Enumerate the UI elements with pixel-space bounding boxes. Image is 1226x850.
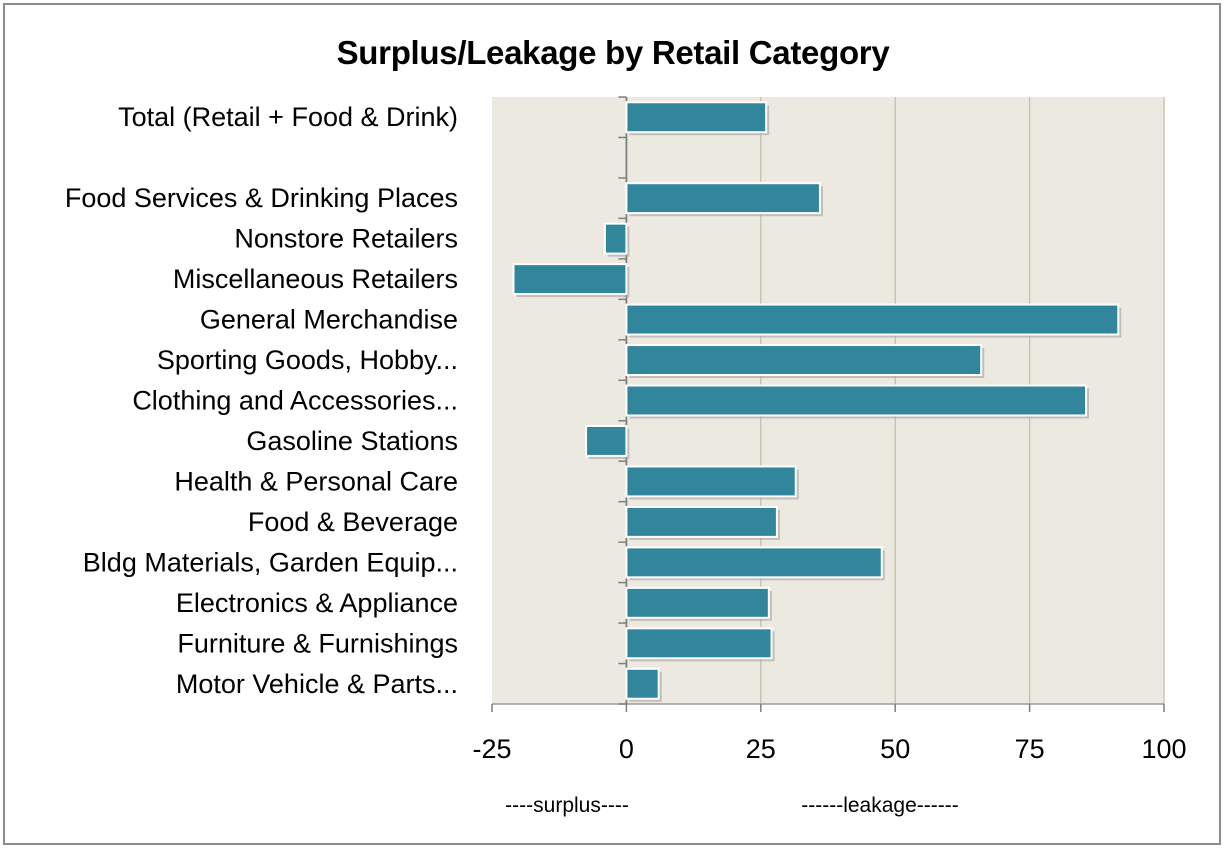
bar	[625, 182, 821, 215]
category-label: Total (Retail + Food & Drink)	[118, 102, 458, 132]
category-label: Health & Personal Care	[174, 466, 458, 496]
bar	[585, 424, 628, 457]
bar	[625, 101, 768, 134]
category-label: Bldg Materials, Garden Equip...	[83, 547, 458, 577]
bar	[625, 627, 773, 660]
surplus-label: ----surplus----	[505, 794, 629, 817]
category-label: Furniture & Furnishings	[177, 628, 458, 658]
x-tick-label: 25	[746, 734, 776, 764]
bar	[625, 586, 770, 619]
bar	[512, 263, 628, 296]
category-label: General Merchandise	[200, 305, 458, 335]
category-label: Motor Vehicle & Parts...	[176, 669, 458, 699]
bar	[625, 465, 797, 498]
bar	[603, 222, 628, 255]
category-label: Miscellaneous Retailers	[173, 264, 458, 294]
leakage-label: ------leakage------	[801, 794, 958, 817]
category-label: Nonstore Retailers	[234, 224, 458, 254]
category-label: Food & Beverage	[248, 507, 458, 537]
chart-title: Surplus/Leakage by Retail Category	[336, 34, 890, 71]
x-tick-label: 75	[1015, 734, 1045, 764]
bar	[625, 667, 660, 700]
category-label: Electronics & Appliance	[176, 588, 458, 618]
bar	[625, 344, 983, 377]
bar	[625, 384, 1088, 417]
category-label: Sporting Goods, Hobby...	[157, 345, 458, 375]
x-tick-label: 0	[619, 734, 634, 764]
bar	[625, 546, 883, 579]
bar	[625, 505, 778, 538]
x-tick-label: 50	[880, 734, 910, 764]
category-label: Food Services & Drinking Places	[65, 183, 458, 213]
x-tick-label: 100	[1141, 734, 1186, 764]
category-label: Gasoline Stations	[246, 426, 458, 456]
category-label: Clothing and Accessories...	[132, 386, 458, 416]
bar	[625, 303, 1120, 336]
x-tick-label: -25	[472, 734, 511, 764]
